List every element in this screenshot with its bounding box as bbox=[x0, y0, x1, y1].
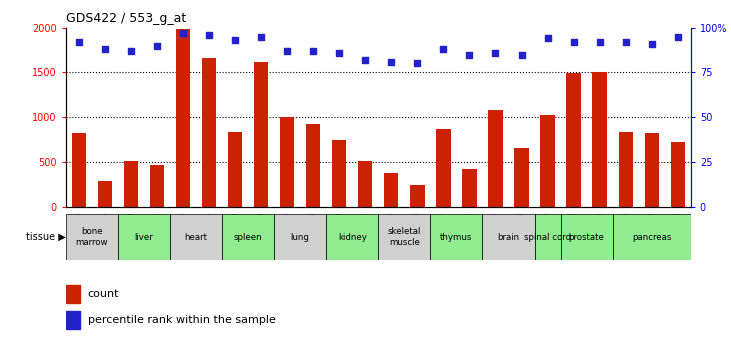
Bar bbox=[254, 62, 268, 207]
Text: brain: brain bbox=[497, 233, 520, 242]
Text: count: count bbox=[88, 289, 119, 299]
Text: GDS422 / 553_g_at: GDS422 / 553_g_at bbox=[66, 12, 186, 25]
Point bbox=[125, 48, 137, 54]
Point bbox=[463, 52, 475, 57]
Bar bbox=[540, 115, 555, 207]
Point bbox=[360, 57, 371, 63]
Point bbox=[255, 34, 267, 39]
Bar bbox=[66, 312, 80, 329]
Point bbox=[281, 48, 293, 54]
Point bbox=[333, 50, 345, 56]
Bar bbox=[613, 214, 691, 260]
Point bbox=[73, 39, 85, 45]
Bar bbox=[410, 185, 425, 207]
Point bbox=[203, 32, 215, 38]
Point bbox=[620, 39, 632, 45]
Point bbox=[490, 50, 501, 56]
Bar bbox=[488, 110, 503, 207]
Bar bbox=[482, 214, 534, 260]
Text: spinal cord: spinal cord bbox=[524, 233, 571, 242]
Bar bbox=[66, 214, 118, 260]
Bar bbox=[326, 214, 379, 260]
Bar bbox=[436, 129, 450, 207]
Text: kidney: kidney bbox=[338, 233, 367, 242]
Bar bbox=[431, 214, 482, 260]
Bar bbox=[176, 29, 190, 207]
Point bbox=[672, 34, 683, 39]
Point bbox=[646, 41, 658, 47]
Point bbox=[230, 37, 241, 43]
Bar bbox=[170, 214, 222, 260]
Bar bbox=[593, 72, 607, 207]
Text: liver: liver bbox=[135, 233, 154, 242]
Bar bbox=[202, 58, 216, 207]
Bar bbox=[280, 117, 295, 207]
Text: thymus: thymus bbox=[440, 233, 473, 242]
Bar bbox=[379, 214, 431, 260]
Bar bbox=[645, 134, 659, 207]
Point bbox=[438, 46, 450, 52]
Text: bone
marrow: bone marrow bbox=[75, 227, 108, 247]
Bar bbox=[118, 214, 170, 260]
Bar bbox=[618, 132, 633, 207]
Text: prostate: prostate bbox=[569, 233, 605, 242]
Bar bbox=[306, 125, 320, 207]
Text: pancreas: pancreas bbox=[632, 233, 671, 242]
Text: tissue ▶: tissue ▶ bbox=[26, 232, 65, 242]
Text: percentile rank within the sample: percentile rank within the sample bbox=[88, 315, 276, 325]
Text: spleen: spleen bbox=[234, 233, 262, 242]
Point bbox=[412, 61, 423, 66]
Bar bbox=[462, 169, 477, 207]
Point bbox=[99, 46, 110, 52]
Bar bbox=[150, 165, 164, 207]
Bar bbox=[358, 161, 372, 207]
Bar bbox=[515, 148, 529, 207]
Bar bbox=[670, 142, 685, 207]
Point bbox=[151, 43, 163, 48]
Bar bbox=[385, 173, 398, 207]
Bar bbox=[534, 214, 561, 260]
Text: heart: heart bbox=[184, 233, 208, 242]
Bar bbox=[332, 140, 346, 207]
Text: lung: lung bbox=[291, 233, 310, 242]
Point bbox=[568, 39, 580, 45]
Point bbox=[515, 52, 527, 57]
Text: skeletal
muscle: skeletal muscle bbox=[387, 227, 421, 247]
Bar bbox=[274, 214, 326, 260]
Bar bbox=[124, 161, 138, 207]
Point bbox=[177, 30, 189, 36]
Point bbox=[542, 36, 553, 41]
Point bbox=[307, 48, 319, 54]
Point bbox=[385, 59, 397, 65]
Bar bbox=[228, 132, 242, 207]
Bar bbox=[561, 214, 613, 260]
Bar bbox=[66, 285, 80, 303]
Bar bbox=[222, 214, 274, 260]
Point bbox=[594, 39, 605, 45]
Bar bbox=[72, 134, 86, 207]
Bar bbox=[98, 181, 112, 207]
Bar bbox=[567, 73, 580, 207]
